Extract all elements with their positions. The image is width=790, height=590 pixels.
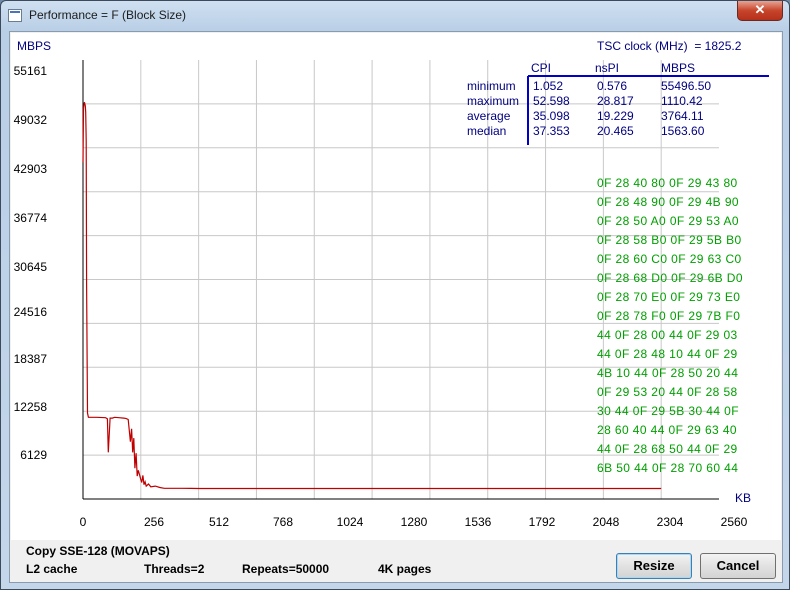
app-window-icon xyxy=(8,9,22,22)
hex-dump-line: 6B 50 44 0F 28 70 60 44 xyxy=(597,461,739,475)
stats-cpi-value: 52.598 xyxy=(533,94,570,108)
stats-mbps-value: 3764.11 xyxy=(661,109,704,123)
stats-mbps-value: 55496.50 xyxy=(661,79,712,93)
client-area: MBPS 55161 49032 42903 36774 30645 24516… xyxy=(9,31,783,583)
pages-label: 4K pages xyxy=(378,562,432,576)
x-tick-label: 2560 xyxy=(720,515,748,529)
stats-nspi-value: 28.817 xyxy=(597,94,634,108)
tsc-clock-label: TSC clock (MHz) = 1825.2 xyxy=(597,39,742,53)
throughput-series-line xyxy=(82,102,662,490)
threads-label: Threads=2 xyxy=(144,562,205,576)
stats-mbps-value: 1110.42 xyxy=(661,94,703,108)
stats-column-mbps: MBPS xyxy=(661,61,696,75)
x-tick-label: 1280 xyxy=(400,515,428,529)
x-tick-label: 256 xyxy=(143,515,165,529)
window-title: Performance = F (Block Size) xyxy=(29,8,187,22)
stats-nspi-value: 0.576 xyxy=(597,79,628,93)
hex-dump-line: 0F 28 40 80 0F 29 43 80 xyxy=(597,176,738,190)
stats-cpi-value: 35.098 xyxy=(533,109,570,123)
performance-chart xyxy=(82,60,769,500)
cancel-button[interactable]: Cancel xyxy=(700,553,776,579)
x-axis-unit-label: KB xyxy=(735,491,752,505)
hex-dump-line: 0F 28 68 D0 0F 29 6B D0 xyxy=(597,271,743,285)
stats-cpi-value: 37.353 xyxy=(533,124,570,138)
method-label: Copy SSE-128 (MOVAPS) xyxy=(26,544,170,558)
stats-column-cpi: CPI xyxy=(531,61,552,75)
x-tick-label: 1792 xyxy=(528,515,556,529)
y-tick-label: 12258 xyxy=(13,400,47,414)
hex-dump-line: 0F 28 50 A0 0F 29 53 A0 xyxy=(597,214,739,228)
cache-label: L2 cache xyxy=(26,562,78,576)
x-tick-label: 1536 xyxy=(464,515,492,529)
hex-dump-line: 0F 28 60 C0 0F 29 63 C0 xyxy=(597,252,742,266)
y-tick-label: 36774 xyxy=(13,211,47,225)
hex-dump-line: 0F 28 70 E0 0F 29 73 E0 xyxy=(597,290,741,304)
stats-nspi-value: 20.465 xyxy=(597,124,634,138)
y-tick-label: 55161 xyxy=(13,64,47,78)
repeats-label: Repeats=50000 xyxy=(242,562,330,576)
x-tick-label: 1024 xyxy=(336,515,364,529)
stats-cpi-value: 1.052 xyxy=(533,79,564,93)
stats-nspi-value: 19.229 xyxy=(597,109,634,123)
y-tick-label: 24516 xyxy=(13,305,47,319)
hex-dump-line: 0F 28 78 F0 0F 29 7B F0 xyxy=(597,309,741,323)
stats-mbps-value: 1563.60 xyxy=(661,124,705,138)
hex-dump-line: 44 0F 28 48 10 44 0F 29 xyxy=(597,347,738,361)
close-button[interactable]: ✕ xyxy=(737,1,783,21)
hex-dump-line: 4B 10 44 0F 28 50 20 44 xyxy=(597,366,739,380)
hex-dump-line: 28 60 40 44 0F 29 63 40 xyxy=(597,423,737,437)
x-tick-label: 2048 xyxy=(592,515,620,529)
hex-dump-line: 0F 28 58 B0 0F 29 5B B0 xyxy=(597,233,742,247)
y-tick-label: 49032 xyxy=(13,113,47,127)
x-tick-label: 768 xyxy=(272,515,294,529)
hex-dump-line: 30 44 0F 29 5B 30 44 0F xyxy=(597,404,739,418)
hex-dump-line: 44 0F 28 00 44 0F 29 03 xyxy=(597,328,738,342)
stats-row-label: minimum xyxy=(467,79,516,93)
x-tick-label: 2304 xyxy=(656,515,684,529)
hex-dump-line: 0F 29 53 20 44 0F 28 58 xyxy=(597,385,738,399)
stats-row-label: average xyxy=(467,109,511,123)
y-tick-label: 18387 xyxy=(13,352,47,366)
resize-button[interactable]: Resize xyxy=(616,553,692,579)
plot-area: MBPS 55161 49032 42903 36774 30645 24516… xyxy=(11,33,781,540)
hex-dump-line: 44 0F 28 68 50 44 0F 29 xyxy=(597,442,738,456)
y-tick-label: 6129 xyxy=(20,448,47,462)
y-tick-label: 30645 xyxy=(13,260,47,274)
stats-column-nspi: nsPI xyxy=(595,61,620,75)
hex-dump-line: 0F 28 48 90 0F 29 4B 90 xyxy=(597,195,739,209)
x-tick-label: 0 xyxy=(79,515,87,529)
x-tick-label: 512 xyxy=(208,515,230,529)
y-tick-label: 42903 xyxy=(13,162,47,176)
stats-row-label: maximum xyxy=(467,94,520,108)
stats-row-label: median xyxy=(467,124,507,138)
title-bar[interactable]: Performance = F (Block Size) ✕ xyxy=(1,1,789,30)
y-axis-label: MBPS xyxy=(17,39,52,53)
